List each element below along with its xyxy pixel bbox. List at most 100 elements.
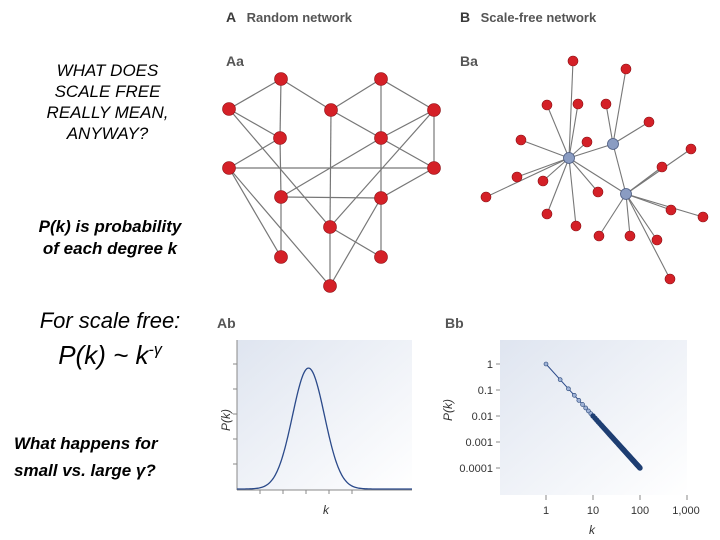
network-node [323, 220, 337, 234]
network-node [656, 161, 668, 173]
bell-curve [237, 367, 412, 490]
question-line: REALLY MEAN, [46, 103, 169, 122]
for-scale-free-label: For scale free: [39, 308, 181, 333]
plot-bb-x-ticks [545, 495, 688, 500]
network-node [511, 171, 523, 183]
hub-node [620, 188, 632, 200]
network-node [274, 250, 288, 264]
scale-free-network-nodes [480, 55, 709, 285]
data-point [566, 386, 571, 392]
panel-bb-label: Bb [445, 315, 464, 331]
network-node [567, 55, 579, 67]
final-question-line: small vs. large γ? [14, 461, 156, 480]
panel-b-title: Scale-free network [480, 10, 597, 25]
ab-xlabel: k [323, 503, 330, 517]
network-node [274, 190, 288, 204]
plot-bb-y-ticks [496, 363, 500, 469]
network-node [651, 234, 663, 246]
panel-aa-label: Aa [226, 53, 244, 69]
data-point [571, 393, 577, 398]
network-node [480, 191, 492, 203]
scale-free-network-edges [485, 60, 704, 280]
bb-ytick-label: 0.001 [465, 437, 493, 449]
bb-xtick-label: 10 [587, 505, 599, 517]
bb-ytick-label: 0.0001 [459, 463, 493, 475]
panel-a-header: A Random network [226, 9, 352, 27]
network-node [374, 250, 388, 264]
network-node [600, 98, 612, 110]
bb-ytick-labels: 1 0.1 0.01 0.001 0.0001 [459, 359, 493, 475]
probability-definition: P(k) is probability of each degree k [18, 216, 202, 260]
bb-ytick-label: 0.01 [472, 411, 493, 423]
final-question-line: What happens for [14, 434, 158, 453]
network-node [274, 72, 288, 86]
data-point [637, 465, 643, 471]
network-node [572, 98, 584, 110]
formula-base: P(k) ~ k [58, 340, 149, 370]
formula-exponent: -γ [148, 341, 162, 359]
bb-xtick-label: 1 [543, 505, 549, 517]
question-text: WHAT DOES SCALE FREE REALLY MEAN, ANYWAY… [20, 60, 195, 144]
network-node [624, 230, 636, 242]
network-node [570, 220, 582, 232]
bb-ytick-label: 0.1 [478, 385, 493, 397]
question-line: WHAT DOES [56, 61, 159, 80]
panel-ba-label: Ba [460, 53, 478, 69]
panel-a-letter: A [226, 9, 237, 25]
bb-ytick-label: 1 [487, 359, 493, 371]
network-node [537, 175, 549, 187]
network-node [697, 211, 709, 223]
network-node [581, 136, 593, 148]
network-node [515, 134, 527, 146]
network-node [643, 116, 655, 128]
ab-ylabel: P(k) [219, 409, 233, 431]
network-node [323, 279, 337, 293]
data-point [543, 361, 549, 367]
panel-b-header: B Scale-free network [460, 9, 596, 27]
plot-bb [496, 340, 688, 500]
network-node [222, 161, 236, 175]
network-node [620, 63, 632, 75]
plot-bb-points [543, 361, 643, 471]
network-node [427, 103, 441, 117]
network-node [222, 102, 236, 116]
bb-xtick-labels: 1 10 100 1,000 [543, 505, 700, 517]
bb-xtick-label: 1,000 [672, 505, 700, 517]
network-node [374, 72, 388, 86]
plot-ab-x-ticks [259, 490, 353, 494]
bb-xtick-label: 100 [631, 505, 649, 517]
network-node [374, 191, 388, 205]
network-node [685, 143, 697, 155]
random-network-nodes [222, 72, 441, 293]
network-node [593, 230, 605, 242]
network-node [374, 131, 388, 145]
data-point [557, 377, 563, 382]
data-point [580, 402, 585, 407]
hub-node [563, 152, 575, 164]
plot-ab [233, 340, 412, 494]
data-point [583, 405, 589, 411]
plot-ab-y-ticks [233, 363, 237, 465]
panel-b-letter: B [460, 9, 471, 25]
network-node [665, 204, 677, 216]
hub-node [607, 138, 619, 150]
definition-line: of each degree k [42, 239, 178, 258]
network-node [592, 186, 604, 198]
network-node [541, 208, 553, 220]
panel-ab-label: Ab [217, 315, 236, 331]
question-line: SCALE FREE [54, 82, 161, 101]
panel-a-title: Random network [246, 10, 353, 25]
scale-free-hubs [563, 138, 632, 200]
network-node [324, 103, 338, 117]
bb-xlabel: k [589, 523, 596, 537]
network-node [664, 273, 676, 285]
final-question: What happens for small vs. large γ? [14, 430, 204, 484]
data-point [576, 398, 582, 403]
bb-ylabel: P(k) [441, 399, 455, 421]
definition-line: P(k) is probability [38, 217, 182, 236]
network-node [273, 131, 287, 145]
power-law-formula: P(k) ~ k-γ [18, 340, 202, 371]
question-line: ANYWAY? [66, 124, 149, 143]
network-node [541, 99, 553, 111]
